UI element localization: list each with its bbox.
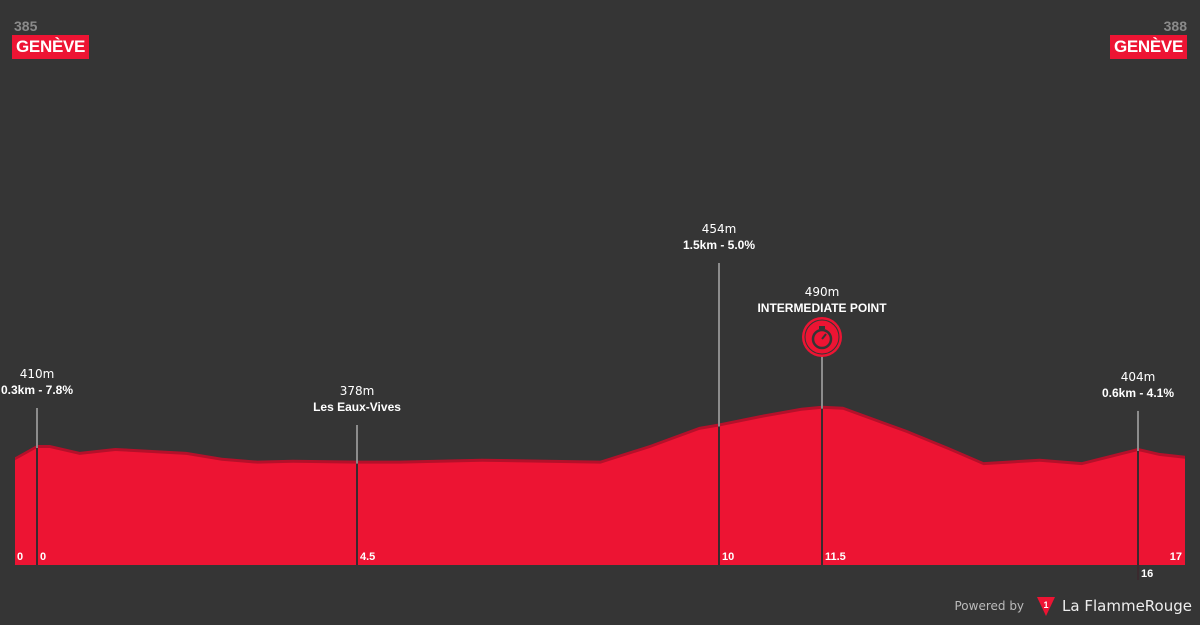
footer: Powered by 1 La FlammeRouge <box>954 595 1192 617</box>
marker-elevation: 378m <box>340 384 375 398</box>
stopwatch-button <box>819 326 825 329</box>
marker-label: INTERMEDIATE POINT <box>757 301 887 315</box>
tick-label: 4.5 <box>360 551 375 563</box>
marker-elevation: 410m <box>20 367 55 381</box>
finish-city: 388 GENÈVE <box>1109 18 1187 59</box>
brand-name: La FlammeRouge <box>1062 597 1192 615</box>
stopwatch-ring <box>804 319 840 355</box>
tick-label: 17 <box>1170 551 1182 563</box>
marker-label: Les Eaux-Vives <box>313 400 401 414</box>
stopwatch-face <box>811 328 833 350</box>
profile-area <box>15 408 1185 565</box>
tick-label: 0 <box>17 551 23 563</box>
marker-elevation: 490m <box>805 285 840 299</box>
finish-name: GENÈVE <box>1109 35 1187 59</box>
tick-label: 0 <box>40 551 46 563</box>
tick-label: 11.5 <box>825 551 846 563</box>
finish-altitude: 388 <box>1163 18 1187 34</box>
powered-by: Powered by <box>954 599 1025 613</box>
marker-elevation: 404m <box>1121 370 1156 384</box>
svg-text:1: 1 <box>1044 600 1049 610</box>
tick-label: 10 <box>722 551 734 563</box>
start-altitude: 385 <box>14 18 38 34</box>
flamme-rouge-triangle-icon: 1 <box>1037 597 1056 616</box>
start-name: GENÈVE <box>12 35 90 59</box>
marker-label: 0.3km - 7.8% <box>1 383 73 397</box>
marker-label: 1.5km - 5.0% <box>683 238 755 252</box>
marker-elevation: 454m <box>702 222 737 236</box>
stopwatch-icon <box>802 317 842 357</box>
tick-label: 16 <box>1141 568 1153 580</box>
stopwatch-hand <box>821 333 827 340</box>
start-city: 385 GENÈVE <box>12 18 90 59</box>
marker-label: 0.6km - 4.1% <box>1102 386 1174 400</box>
